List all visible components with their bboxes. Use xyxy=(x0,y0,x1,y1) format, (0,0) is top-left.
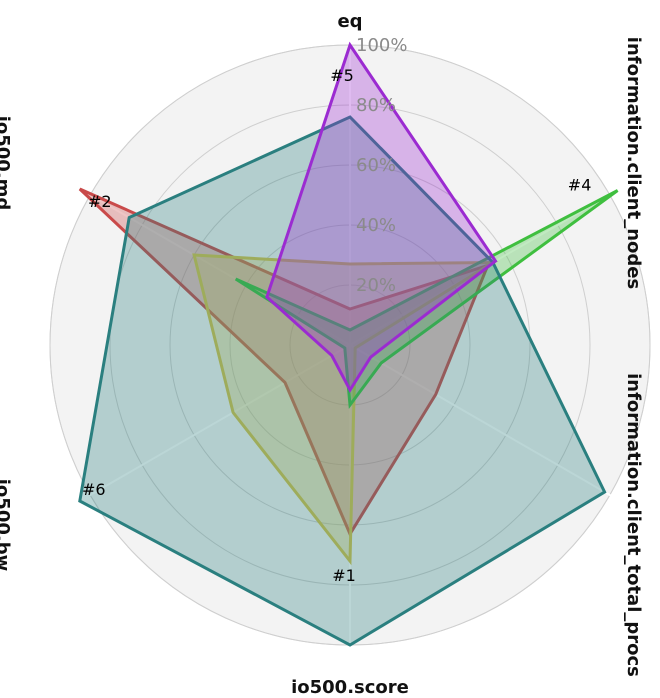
axis-spoke xyxy=(349,344,624,504)
radar-rank-labels: #2 #1 #4 #6 #5 xyxy=(82,66,591,585)
axis-title: information.client_total_procs xyxy=(623,373,644,677)
rank-label: #2 xyxy=(88,192,112,211)
axis-title: io500.score xyxy=(291,677,409,698)
series-polygon xyxy=(234,189,619,410)
axis-title: information.client_nodes xyxy=(623,37,644,289)
series-polygon xyxy=(265,41,498,393)
radar-axis-titles: eq information.client_nodes information.cl… xyxy=(0,11,644,698)
axis-spoke xyxy=(76,344,351,504)
tick-label: 20% xyxy=(356,275,396,296)
axis-spoke xyxy=(76,186,351,346)
rank-label: #4 xyxy=(568,176,592,195)
rank-label: #5 xyxy=(330,66,354,85)
rank-label: #6 xyxy=(82,480,106,499)
tick-label: 100% xyxy=(356,35,407,56)
axis-title: eq xyxy=(337,11,362,32)
tick-label: 60% xyxy=(356,155,396,176)
tick-label: 80% xyxy=(356,95,396,116)
tick-label: 40% xyxy=(356,215,396,236)
radar-tick-labels: 20% 40% 60% 80% 100% xyxy=(356,35,407,296)
radar-series xyxy=(78,41,619,647)
axis-title: io500.bw xyxy=(0,479,13,571)
axis-title: io500.md xyxy=(0,116,13,211)
rank-label: #1 xyxy=(332,566,356,585)
